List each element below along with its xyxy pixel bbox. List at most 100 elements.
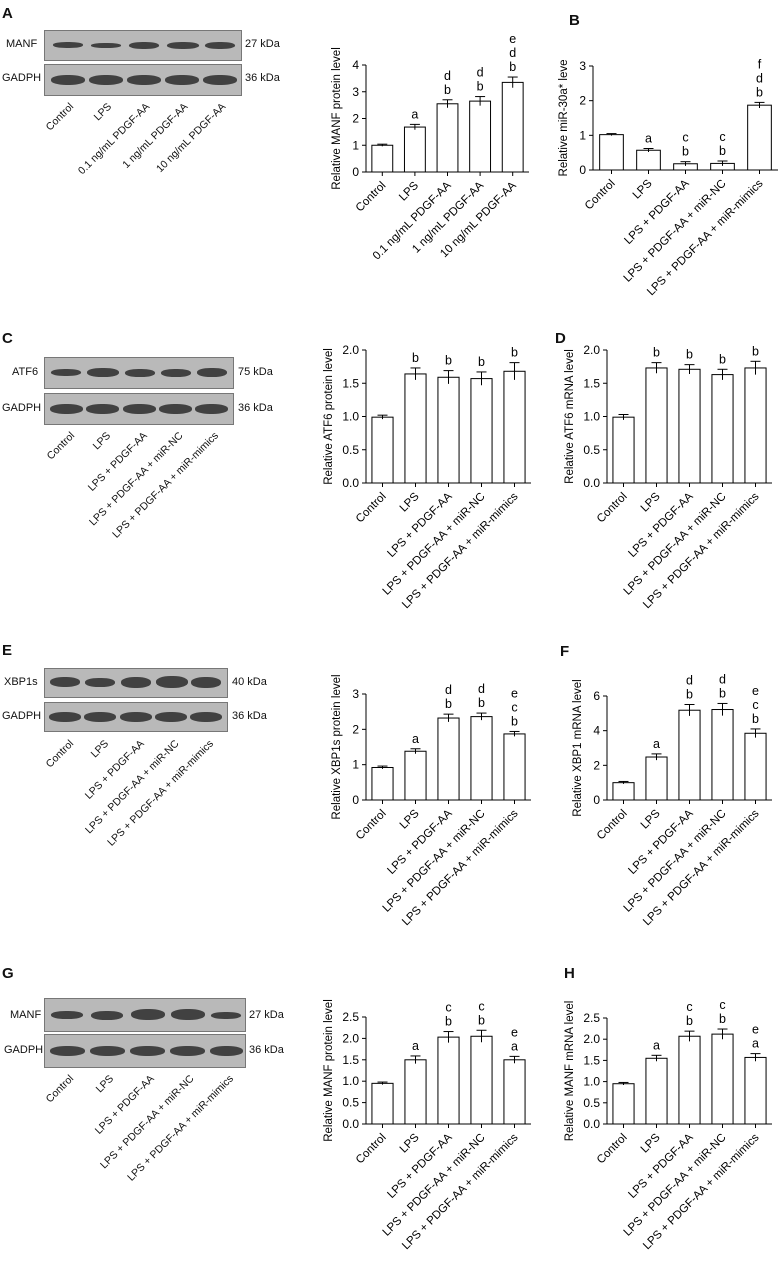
bar bbox=[470, 378, 493, 484]
bar bbox=[436, 103, 459, 173]
bar bbox=[470, 716, 493, 801]
y-tick-label: 0 bbox=[579, 163, 586, 177]
x-tick-label: LPS bbox=[639, 807, 663, 831]
significance-label: a bbox=[511, 1039, 518, 1053]
significance-label: b bbox=[752, 712, 759, 726]
y-tick-label: 4 bbox=[593, 724, 600, 738]
y-tick-label: 0.0 bbox=[342, 1117, 359, 1131]
significance-label: d bbox=[445, 683, 452, 697]
significance-label: b bbox=[445, 354, 452, 368]
y-tick-label: 3 bbox=[579, 59, 586, 73]
bar bbox=[371, 1082, 394, 1125]
kda-label: 36 kDa bbox=[238, 402, 273, 414]
y-tick-label: 2 bbox=[593, 758, 600, 772]
y-axis-label: Relative MANF protein level bbox=[323, 999, 335, 1142]
bar bbox=[503, 370, 526, 484]
y-tick-label: 1.0 bbox=[583, 1075, 600, 1089]
x-tick-label: LPS + PDGF-AA bbox=[622, 177, 691, 246]
bar bbox=[678, 368, 701, 484]
significance-label: e bbox=[752, 1023, 759, 1037]
bar bbox=[612, 416, 635, 484]
bar bbox=[403, 126, 426, 173]
y-tick-label: 2.5 bbox=[342, 1010, 359, 1024]
y-tick-label: 3 bbox=[352, 85, 359, 99]
significance-label: a bbox=[645, 132, 652, 146]
significance-label: c bbox=[719, 998, 725, 1012]
significance-label: c bbox=[478, 999, 484, 1013]
y-axis-label: Relative MANF mRNA level bbox=[564, 1001, 576, 1142]
x-tick-label: Control bbox=[595, 808, 630, 843]
significance-label: f bbox=[758, 57, 762, 71]
y-axis-label: Relative MANF protein level bbox=[331, 47, 343, 190]
significance-label: d bbox=[509, 46, 516, 60]
significance-label: a bbox=[412, 1039, 419, 1053]
x-tick-label: Control bbox=[583, 178, 618, 213]
bar bbox=[744, 1056, 767, 1125]
bar bbox=[678, 709, 701, 801]
y-tick-label: 4 bbox=[352, 58, 359, 72]
significance-label: b bbox=[511, 714, 518, 728]
bar bbox=[636, 149, 661, 171]
bar bbox=[437, 1036, 460, 1125]
significance-label: e bbox=[511, 686, 518, 700]
y-tick-label: 2.0 bbox=[583, 1032, 600, 1046]
bar bbox=[645, 367, 668, 484]
bar bbox=[437, 376, 460, 484]
blot-row-label: MANF bbox=[6, 38, 38, 50]
significance-label: c bbox=[511, 700, 517, 714]
y-axis-label: Relative XBP1 mRNA level bbox=[572, 679, 584, 816]
bar bbox=[404, 750, 427, 801]
bar bbox=[678, 1035, 701, 1125]
significance-label: b bbox=[682, 145, 689, 159]
significance-label: b bbox=[686, 687, 693, 701]
x-tick-label: LPS bbox=[397, 179, 421, 203]
x-tick-label: Control bbox=[354, 808, 389, 843]
kda-label: 36 kDa bbox=[232, 710, 267, 722]
panel-letter-b: B bbox=[569, 12, 580, 29]
significance-label: b bbox=[719, 144, 726, 158]
y-tick-label: 0.0 bbox=[583, 476, 600, 490]
y-axis-label: Relative miR-30a* leve bbox=[558, 60, 570, 177]
significance-label: a bbox=[412, 732, 419, 746]
y-tick-label: 1.0 bbox=[583, 410, 600, 424]
significance-label: b bbox=[509, 60, 516, 74]
significance-label: b bbox=[478, 355, 485, 369]
kda-label: 36 kDa bbox=[249, 1044, 284, 1056]
significance-label: a bbox=[653, 1038, 660, 1052]
significance-label: b bbox=[756, 85, 763, 99]
kda-label: 40 kDa bbox=[232, 676, 267, 688]
y-tick-label: 0.0 bbox=[342, 476, 359, 490]
bar bbox=[437, 717, 460, 801]
significance-label: b bbox=[511, 346, 518, 360]
panel-letter-h: H bbox=[564, 965, 575, 982]
y-tick-label: 2.5 bbox=[583, 1011, 600, 1025]
bar bbox=[744, 367, 767, 484]
bar bbox=[645, 756, 668, 801]
significance-label: b bbox=[719, 352, 726, 366]
blot-row-label: GADPH bbox=[4, 1044, 44, 1056]
bar bbox=[645, 1057, 668, 1125]
x-tick-label: LPS bbox=[398, 807, 422, 831]
y-tick-label: 6 bbox=[593, 689, 600, 703]
significance-label: b bbox=[653, 346, 660, 360]
significance-label: b bbox=[444, 83, 451, 97]
significance-label: d bbox=[444, 69, 451, 83]
panel-letter-g: G bbox=[2, 965, 14, 982]
significance-label: d bbox=[686, 673, 693, 687]
kda-label: 27 kDa bbox=[249, 1009, 284, 1021]
significance-label: a bbox=[653, 737, 660, 751]
significance-label: b bbox=[752, 344, 759, 358]
y-tick-label: 0 bbox=[593, 793, 600, 807]
significance-label: b bbox=[445, 697, 452, 711]
y-tick-label: 1 bbox=[352, 138, 359, 152]
x-tick-label: Control bbox=[354, 1132, 389, 1167]
y-tick-label: 2.0 bbox=[342, 343, 359, 357]
significance-label: c bbox=[719, 130, 725, 144]
y-axis-label: Relative ATF6 mRNA level bbox=[564, 349, 576, 484]
y-tick-label: 1.0 bbox=[342, 410, 359, 424]
blot-image bbox=[44, 64, 242, 96]
significance-label: d bbox=[477, 66, 484, 80]
bar bbox=[371, 766, 394, 801]
y-axis-label: Relative ATF6 protein level bbox=[323, 348, 335, 485]
